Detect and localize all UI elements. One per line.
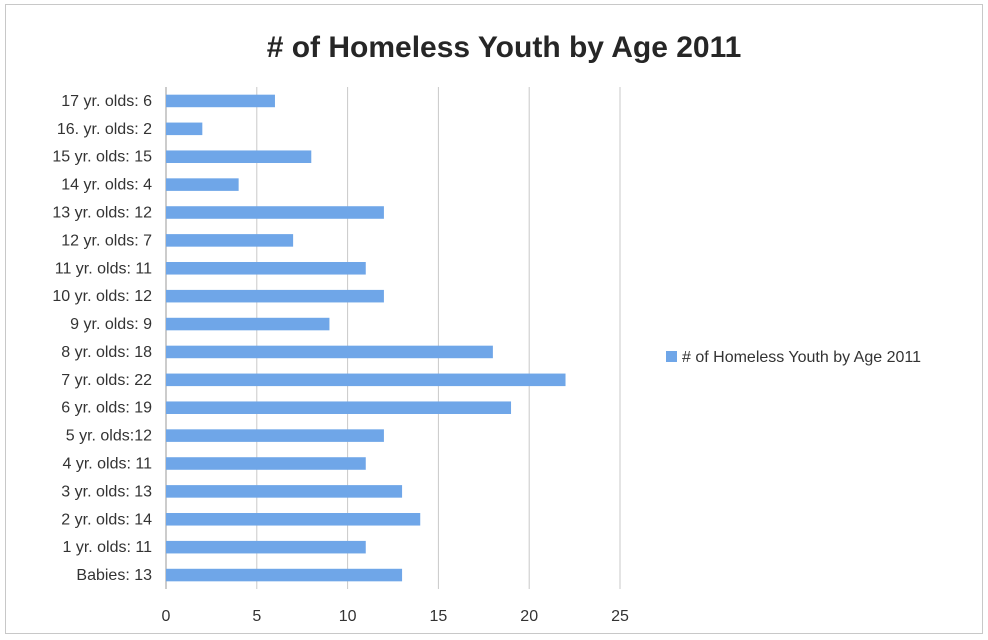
gridlines (165, 87, 621, 589)
bar (166, 345, 493, 359)
category-label: 1 yr. olds: 11 (62, 539, 152, 556)
bar (166, 568, 403, 582)
category-label: 4 yr. olds: 11 (62, 456, 152, 473)
category-label: 5 yr. olds:12 (66, 428, 152, 445)
x-tick-label: 5 (252, 608, 261, 625)
x-tick-labels: 0 5 10 15 20 25 (162, 608, 629, 625)
bar (166, 178, 239, 191)
bar (166, 373, 566, 387)
bar-chart: # of Homeless Youth by Age 2011 17 yr. o… (52, 31, 921, 625)
category-label: 7 yr. olds: 22 (61, 372, 152, 389)
x-tick-label: 10 (339, 608, 357, 625)
category-label: 10 yr. olds: 12 (52, 288, 152, 305)
category-label: 2 yr. olds: 14 (61, 511, 152, 528)
chart-frame: # of Homeless Youth by Age 2011 17 yr. o… (5, 4, 983, 634)
category-label: 13 yr. olds: 12 (52, 205, 152, 222)
bar (166, 485, 403, 498)
bars (166, 94, 566, 582)
category-labels: 17 yr. olds: 6 16. yr. olds: 2 15 yr. olds… (52, 93, 152, 584)
category-label: 16. yr. olds: 2 (57, 121, 152, 138)
category-label: 14 yr. olds: 4 (61, 177, 152, 194)
category-label: 9 yr. olds: 9 (70, 316, 152, 333)
bar (166, 429, 384, 442)
bar (166, 457, 366, 470)
category-label: 17 yr. olds: 6 (61, 93, 152, 110)
bar (166, 94, 275, 108)
bar (166, 513, 421, 526)
category-label: Babies: 13 (76, 567, 152, 584)
legend-swatch (666, 351, 677, 362)
x-tick-label: 25 (611, 608, 629, 625)
legend: # of Homeless Youth by Age 2011 (666, 349, 921, 366)
category-label: 11 yr. olds: 11 (55, 260, 152, 277)
bar (166, 540, 366, 554)
bar (166, 289, 384, 303)
bar (166, 401, 512, 414)
category-label: 3 yr. olds: 13 (61, 483, 152, 500)
category-label: 12 yr. olds: 7 (61, 232, 152, 249)
legend-label: # of Homeless Youth by Age 2011 (682, 349, 921, 366)
bar (166, 122, 203, 136)
bar (166, 234, 294, 247)
category-label: 15 yr. olds: 15 (52, 149, 152, 166)
bar (166, 317, 330, 331)
category-label: 6 yr. olds: 19 (61, 400, 152, 417)
bar (166, 262, 366, 275)
chart-title: # of Homeless Youth by Age 2011 (267, 31, 742, 64)
x-tick-label: 20 (520, 608, 538, 625)
bar (166, 150, 312, 163)
x-tick-label: 0 (162, 608, 171, 625)
category-label: 8 yr. olds: 18 (61, 344, 152, 361)
bar (166, 206, 384, 219)
x-tick-label: 15 (430, 608, 448, 625)
